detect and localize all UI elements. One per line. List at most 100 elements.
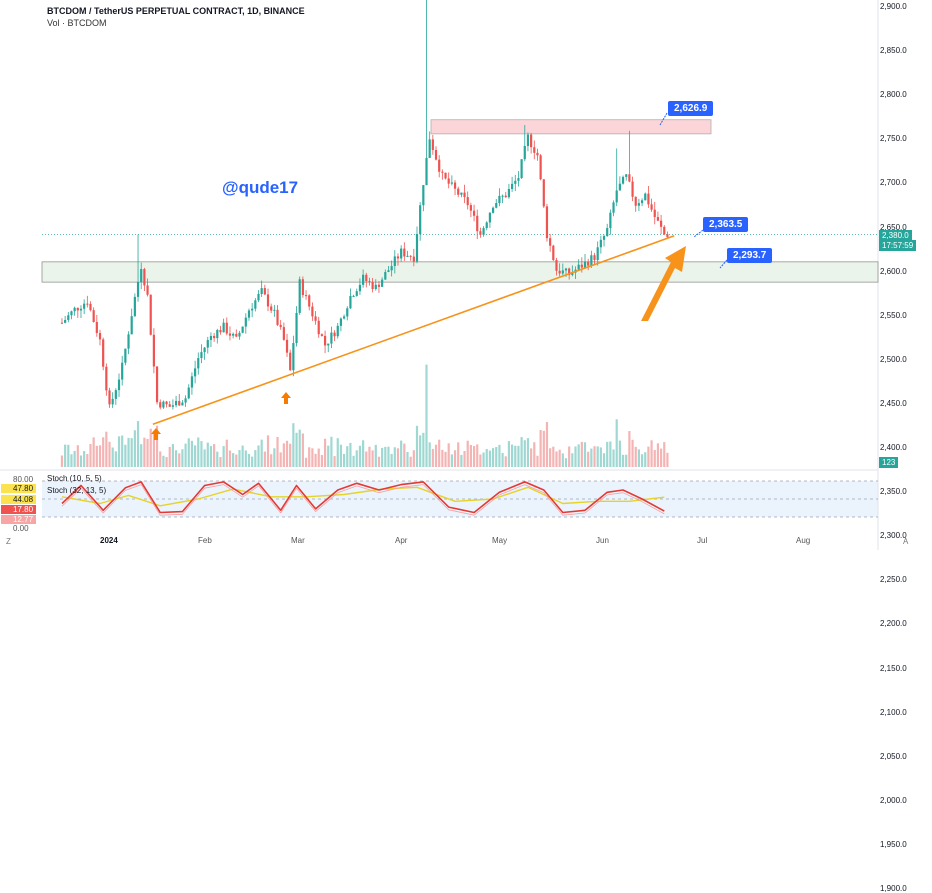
volume-bar	[514, 445, 517, 467]
volume-bar	[67, 444, 70, 467]
volume-bar	[114, 451, 117, 467]
volume-bar	[323, 438, 327, 467]
volume-bar	[130, 438, 133, 467]
candle-body	[365, 274, 368, 282]
volume-bar	[320, 455, 323, 467]
volume-bar	[76, 445, 79, 467]
candle-body	[612, 202, 615, 213]
callout-connector	[659, 112, 668, 126]
candle-body	[98, 332, 102, 340]
volume-bar	[92, 437, 95, 467]
candle-body	[374, 284, 377, 290]
volume-bar	[621, 454, 625, 467]
volume-bar	[149, 428, 152, 467]
candle-body	[568, 268, 571, 275]
candle-body	[406, 255, 409, 257]
price-tick: 2,700.0	[880, 178, 907, 188]
volume-bar	[276, 437, 279, 467]
candle-body	[362, 274, 365, 285]
candle-body	[647, 193, 650, 205]
candle-body	[384, 272, 387, 280]
volume-bar	[625, 454, 628, 467]
candle-body	[70, 311, 73, 316]
candle-body	[174, 400, 178, 406]
candle-body	[257, 294, 260, 301]
volume-bar	[374, 444, 377, 467]
volume-bar	[450, 454, 453, 467]
candle-body	[514, 180, 517, 184]
candle-body	[235, 333, 238, 337]
volume-bar	[83, 451, 86, 467]
candle-body	[453, 182, 457, 189]
price-tick: 2,200.0	[880, 619, 907, 629]
volume-bar	[406, 451, 409, 467]
volume-bar	[247, 454, 251, 467]
volume-bar	[235, 454, 238, 467]
candle-body	[545, 206, 549, 239]
stoch-label-2: Stoch (32, 13, 5)	[47, 486, 107, 495]
volume-bar	[285, 440, 289, 467]
candle-body	[368, 281, 371, 283]
price-tick: 2,000.0	[880, 795, 907, 805]
volume-bar	[457, 442, 460, 467]
candle-body	[390, 266, 393, 271]
volume-bar	[190, 440, 194, 467]
volume-bar	[181, 449, 184, 467]
candle-body	[371, 281, 374, 290]
volume-bar	[200, 441, 203, 467]
candle-body	[457, 188, 460, 195]
candle-body	[434, 149, 438, 160]
volume-bar	[549, 448, 552, 467]
last-price-badge: 2,380.0	[879, 230, 912, 241]
candle-body	[232, 333, 235, 336]
price-tick: 2,350.0	[880, 487, 907, 497]
callout-resistance: 2,626.9	[668, 101, 714, 116]
volume-bar	[555, 451, 558, 467]
price-tick: 1,950.0	[880, 839, 907, 849]
volume-bar	[371, 450, 374, 467]
volume-bar	[219, 457, 222, 467]
volume-bar	[70, 454, 73, 467]
stoch-axis-0: 0.00	[13, 524, 29, 533]
candle-body	[596, 247, 599, 261]
candle-body	[419, 205, 422, 235]
time-tick: May	[492, 536, 508, 545]
volume-bar	[485, 449, 488, 467]
price-tick: 2,300.0	[880, 531, 907, 541]
auto-scale-icon[interactable]: A	[903, 537, 909, 546]
candle-body	[323, 335, 327, 346]
volume-bar	[409, 456, 412, 467]
volume-bar	[564, 458, 568, 467]
candle-body	[336, 325, 339, 337]
volume-bar	[530, 448, 533, 467]
candle-body	[447, 178, 450, 184]
candle-body	[194, 368, 197, 377]
candle-body	[117, 379, 121, 391]
candle-body	[498, 195, 501, 204]
volume-bar	[117, 436, 121, 467]
time-tick: Jul	[697, 536, 708, 545]
candle-body	[73, 307, 76, 312]
volume-bar	[511, 444, 514, 467]
volume-bar	[583, 442, 587, 467]
candle-body	[631, 181, 634, 197]
volume-bar	[523, 440, 526, 467]
volume-bar	[168, 446, 171, 467]
zoom-icon[interactable]: Z	[6, 537, 11, 546]
volume-bar	[596, 446, 599, 467]
candle-body	[577, 264, 580, 270]
volume-bar	[637, 449, 640, 467]
volume-badge: 123	[879, 457, 899, 468]
candle-body	[114, 390, 117, 399]
volume-bar	[136, 421, 140, 467]
volume-bar	[263, 451, 266, 467]
price-chart[interactable]	[0, 0, 932, 550]
candle-body	[111, 398, 114, 405]
candle-body	[83, 303, 86, 309]
candle-body	[387, 270, 390, 273]
volume-bar	[282, 443, 285, 467]
volume-bar	[650, 440, 653, 467]
volume-bar	[349, 442, 352, 467]
candle-body	[266, 294, 270, 307]
candle-body	[412, 256, 415, 262]
